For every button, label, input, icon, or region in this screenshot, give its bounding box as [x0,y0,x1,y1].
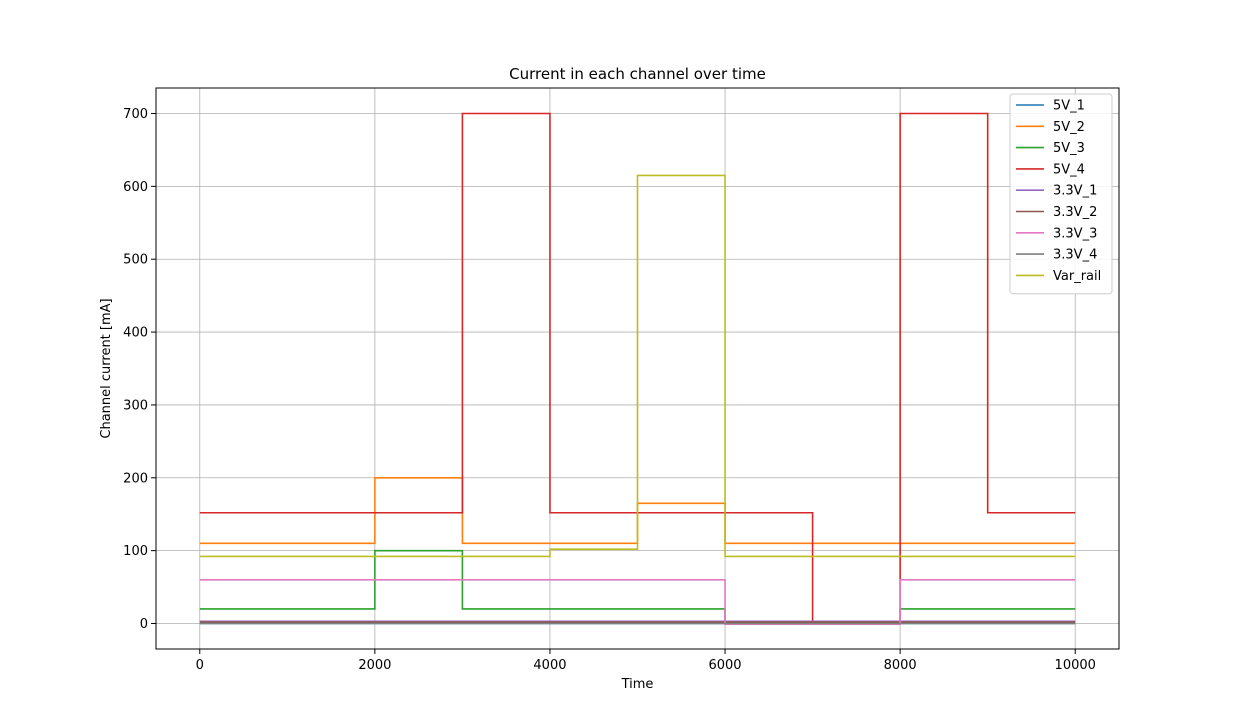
chart-title: Current in each channel over time [509,65,766,83]
legend-label: 3.3V_2 [1053,205,1097,220]
x-tick-label: 0 [196,658,204,673]
y-tick-label: 600 [123,180,148,195]
x-tick-label: 6000 [708,658,741,673]
x-tick-label: 4000 [533,658,566,673]
plot-frame [155,87,1120,650]
legend-label: 3.3V_3 [1053,226,1097,241]
series-line-var-rail [199,174,1076,558]
y-axis-title: Channel current [mA] [99,298,114,438]
legend-label: Var_rail [1053,269,1101,284]
x-tick-label: 10000 [1055,658,1096,673]
axis-ticks: 0 2000 4000 6000 8000 10000 0 100 200 300 400 500 60… [123,107,1096,673]
y-tick-label: 500 [123,253,148,268]
x-axis-title: Time [621,677,654,692]
series-line-5v-4 [199,112,1076,623]
series-line-3-3v-3 [199,578,1076,626]
y-tick-label: 200 [123,471,148,486]
y-tick-label: 700 [123,107,148,122]
y-tick-label: 400 [123,326,148,341]
y-tick-label: 0 [140,617,148,632]
legend-label: 5V_3 [1053,141,1085,156]
legend-label: 5V_2 [1053,120,1085,135]
legend: 5V_1 5V_2 5V_3 5V_4 3.3V_1 3.3V_2 3.3V_3 3.3V_4… [1009,93,1113,295]
x-tick-label: 2000 [358,658,391,673]
legend-label: 3.3V_1 [1053,184,1097,199]
series-line-5v-3 [199,549,1076,625]
series-lines [199,112,1076,626]
y-tick-label: 100 [123,544,148,559]
y-tick-label: 300 [123,398,148,413]
x-tick-label: 8000 [884,658,917,673]
legend-label: 3.3V_4 [1053,248,1097,263]
legend-label: 5V_1 [1053,99,1085,114]
legend-box [1009,93,1113,295]
legend-label: 5V_4 [1053,162,1085,177]
